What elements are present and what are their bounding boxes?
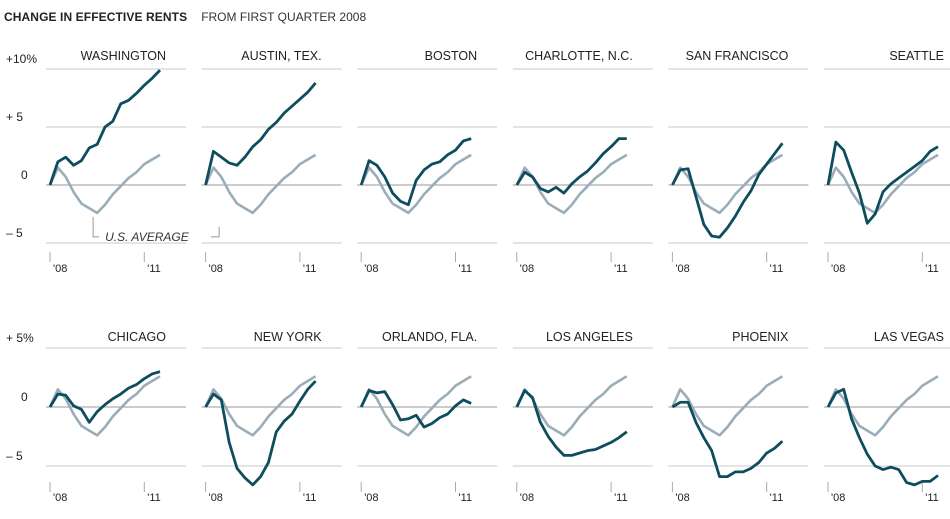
city-name: AUSTIN, TEX. — [241, 49, 321, 63]
us-average-line — [204, 375, 317, 437]
us-average-line — [48, 375, 161, 437]
city-panel: '08 '11 AUSTIN, TEX. — [201, 49, 342, 275]
us-average-line — [204, 153, 317, 215]
x-tick-label: '08 — [831, 263, 845, 275]
y-tick-label: – 5 — [6, 449, 23, 463]
annotation-leader — [92, 216, 100, 238]
city-panel: '08 '11 WASHINGTON U.S. AVERAGE — [46, 49, 220, 275]
y-tick-label: 0 — [21, 168, 28, 182]
city-line — [204, 380, 317, 487]
x-tick-label: '11 — [925, 492, 939, 504]
x-tick-label: '08 — [364, 263, 378, 275]
x-tick-label: '08 — [209, 492, 223, 504]
us-average-line — [671, 375, 784, 437]
x-tick-label: '11 — [925, 263, 939, 275]
x-tick-label: '11 — [614, 263, 628, 275]
y-tick-label: + 5% — [6, 331, 34, 345]
city-name: CHARLOTTE, N.C. — [525, 49, 633, 63]
city-name: WASHINGTON — [81, 49, 166, 63]
y-tick-label: +10% — [6, 52, 37, 66]
us-average-line — [826, 375, 939, 437]
city-name: PHOENIX — [732, 330, 789, 344]
x-tick-label: '08 — [53, 492, 67, 504]
chart-title: CHANGE IN EFFECTIVE RENTS — [4, 10, 188, 24]
x-tick-label: '11 — [303, 492, 317, 504]
city-panel: '08 '11 BOSTON — [357, 49, 498, 275]
y-tick-label: + 5 — [6, 110, 23, 124]
city-line — [515, 389, 628, 457]
city-line — [204, 82, 317, 186]
x-tick-label: '11 — [147, 492, 161, 504]
city-line — [48, 370, 161, 424]
x-tick-label: '11 — [770, 263, 784, 275]
x-tick-label: '08 — [520, 492, 534, 504]
x-tick-label: '11 — [770, 492, 784, 504]
city-line — [671, 400, 784, 479]
x-tick-label: '11 — [458, 492, 472, 504]
city-line — [826, 387, 939, 487]
x-tick-label: '11 — [303, 263, 317, 275]
city-panel: '08 '11 LOS ANGELES — [512, 330, 653, 504]
us-average-line — [826, 153, 939, 215]
y-tick-label: – 5 — [6, 226, 23, 240]
city-panel: '08 '11 SAN FRANCISCO — [668, 49, 809, 275]
us-average-line — [515, 375, 628, 437]
city-name: SAN FRANCISCO — [686, 49, 789, 63]
city-line — [48, 69, 162, 186]
x-tick-label: '08 — [675, 492, 689, 504]
city-line — [826, 140, 939, 225]
city-name: LOS ANGELES — [546, 330, 633, 344]
chart-header: CHANGE IN EFFECTIVE RENTS FROM FIRST QUAR… — [4, 10, 366, 24]
city-panel: '08 '11 LAS VEGAS — [824, 330, 950, 504]
x-tick-label: '08 — [364, 492, 378, 504]
us-average-line — [360, 153, 472, 215]
city-name: LAS VEGAS — [874, 330, 944, 344]
x-tick-label: '08 — [675, 263, 689, 275]
x-tick-label: '08 — [53, 263, 67, 275]
city-line — [359, 389, 472, 429]
city-name: NEW YORK — [254, 330, 322, 344]
city-name: ORLANDO, FLA. — [382, 330, 477, 344]
chart-subtitle: FROM FIRST QUARTER 2008 — [201, 10, 367, 24]
x-tick-label: '11 — [147, 263, 161, 275]
city-line — [515, 137, 627, 195]
x-tick-label: '11 — [458, 263, 472, 275]
us-average-line — [48, 153, 161, 215]
city-name: SEATTLE — [889, 49, 944, 63]
city-line — [671, 142, 784, 239]
city-panel: '08 '11 ORLANDO, FLA. — [357, 330, 498, 504]
y-tick-label: 0 — [21, 390, 28, 404]
us-average-annotation: U.S. AVERAGE — [105, 230, 190, 244]
us-average-line — [360, 375, 472, 437]
city-panel: '08 '11 CHARLOTTE, N.C. — [512, 49, 653, 275]
city-panel: '08 '11 PHOENIX — [668, 330, 809, 504]
x-tick-label: '08 — [831, 492, 845, 504]
city-panel: '08 '11 CHICAGO — [46, 330, 186, 504]
city-panel: '08 '11 NEW YORK — [201, 330, 342, 504]
city-name: BOSTON — [425, 49, 478, 63]
x-tick-label: '08 — [209, 263, 223, 275]
x-tick-label: '11 — [614, 492, 628, 504]
city-line — [359, 137, 472, 207]
city-name: CHICAGO — [108, 330, 167, 344]
city-panel: '08 '11 SEATTLE — [824, 49, 950, 275]
x-tick-label: '08 — [520, 263, 534, 275]
